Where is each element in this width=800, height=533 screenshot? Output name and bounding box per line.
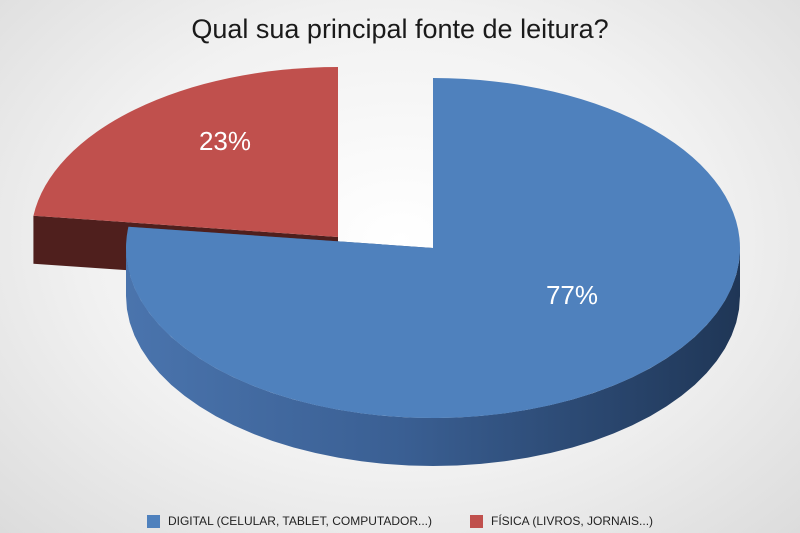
pie-slice-side-digital-0 (126, 248, 740, 466)
pie-slice-top-fisica (33, 67, 339, 237)
legend-label-digital: DIGITAL (CELULAR, TABLET, COMPUTADOR...) (167, 514, 432, 528)
chart-legend: DIGITAL (CELULAR, TABLET, COMPUTADOR...)… (0, 511, 800, 531)
legend-item-fisica: FÍSICA (LIVROS, JORNAIS...) (470, 514, 653, 528)
data-label-digital: 77% (546, 280, 598, 310)
legend-swatch-digital (146, 514, 160, 528)
legend-label-fisica: FÍSICA (LIVROS, JORNAIS...) (491, 514, 654, 528)
legend-item-digital: DIGITAL (CELULAR, TABLET, COMPUTADOR...) (146, 514, 432, 528)
chart-title: Qual sua principal fonte de leitura? (191, 14, 609, 44)
data-label-fisica: 23% (199, 126, 251, 156)
pie-slice-digital (125, 78, 741, 466)
pie-slice-top-digital (125, 78, 741, 418)
legend-swatch-fisica (470, 514, 483, 528)
